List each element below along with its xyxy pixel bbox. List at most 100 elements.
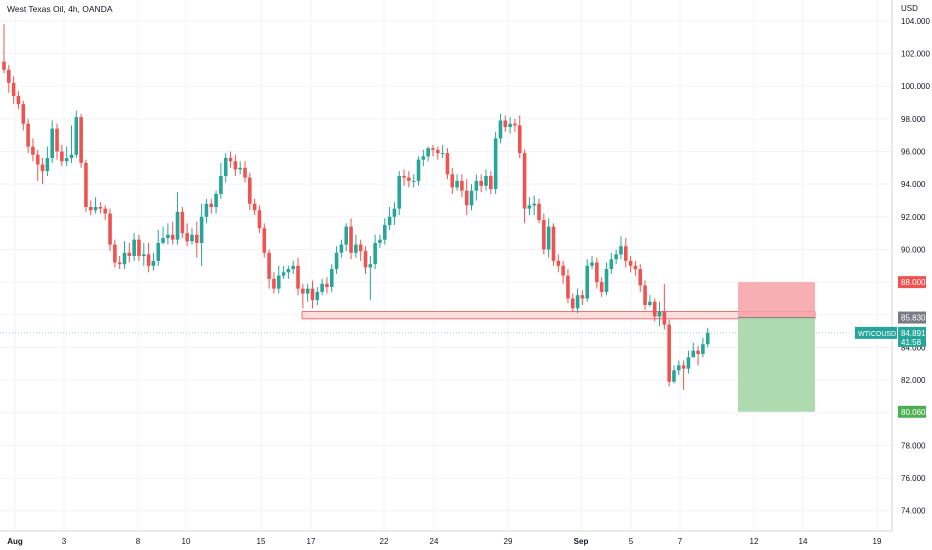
candle-body — [204, 203, 209, 217]
candle-body — [305, 288, 310, 294]
candles — [2, 24, 710, 390]
candle-body — [132, 239, 136, 256]
candle-body — [11, 82, 16, 96]
target-price-tag-text: 80.060 — [901, 408, 926, 417]
stop-price-tag — [898, 276, 926, 289]
candle-body — [464, 190, 469, 206]
candle-body — [272, 278, 276, 289]
y-tick-label: 102.000 — [901, 50, 930, 59]
zone-price-tag — [898, 311, 926, 324]
candle-body — [262, 228, 267, 253]
candle-body — [445, 153, 450, 175]
candle-body — [16, 95, 21, 105]
zone-price-tag-text: 85.830 — [901, 314, 926, 323]
candle-body — [652, 301, 657, 317]
stop-loss-area[interactable] — [738, 282, 815, 318]
candle-body — [344, 226, 349, 245]
candle-body — [276, 275, 281, 289]
candle-body — [522, 153, 527, 209]
candle-body — [705, 332, 710, 345]
candle-body — [566, 275, 570, 299]
candle-body — [585, 265, 590, 299]
candle-body — [590, 262, 594, 266]
x-tick-label: 17 — [307, 537, 316, 546]
candle-body — [267, 252, 271, 279]
candle-body — [363, 251, 368, 268]
candle-body — [79, 117, 83, 163]
candle-body — [378, 239, 382, 243]
candle-body — [701, 344, 705, 354]
candle-body — [397, 175, 402, 209]
chart-title: West Texas Oil, 4h, OANDA — [7, 4, 113, 14]
candle-body — [599, 282, 604, 292]
candle-body — [286, 269, 291, 273]
x-tick-label: 12 — [750, 537, 759, 546]
candle-body — [542, 220, 546, 250]
candle-body — [575, 295, 580, 309]
candle-body — [436, 149, 440, 154]
candle-body — [161, 238, 165, 243]
candle-body — [223, 158, 228, 176]
candle-body — [609, 259, 614, 270]
candle-body — [469, 190, 474, 206]
candle-body — [648, 301, 652, 305]
candle-body — [662, 311, 667, 325]
candle-body — [407, 177, 411, 181]
candle-body — [440, 153, 445, 155]
candle-body — [570, 298, 575, 309]
candle-body — [69, 154, 74, 159]
candle-body — [98, 207, 103, 209]
y-tick-label: 94.000 — [901, 180, 926, 189]
candle-body — [74, 117, 79, 155]
drawing-overlays[interactable] — [0, 282, 892, 412]
candle-body — [325, 283, 329, 288]
candle-body — [257, 210, 262, 229]
candle-body — [551, 226, 556, 261]
candle-body — [137, 239, 141, 256]
candle-body — [26, 123, 30, 147]
candle-body — [349, 226, 353, 253]
candle-body — [243, 167, 247, 178]
candle-body — [387, 216, 392, 225]
take-profit-area[interactable] — [738, 317, 815, 412]
candle-body — [50, 128, 54, 159]
candle-body — [638, 269, 643, 286]
candle-body — [382, 224, 387, 240]
candle-body — [175, 211, 180, 240]
candle-body — [416, 159, 421, 181]
candle-body — [151, 260, 156, 266]
candle-body — [421, 156, 426, 160]
candle-body — [392, 208, 397, 217]
x-tick-label: 22 — [380, 537, 389, 546]
candle-body — [315, 291, 320, 301]
candle-body — [108, 213, 112, 245]
x-tick-label: 14 — [799, 537, 808, 546]
candle-body — [84, 162, 88, 208]
symbol-tag-text: WTICOUSD — [858, 331, 896, 338]
y-tick-label: 84.000 — [901, 343, 926, 352]
candle-body — [595, 262, 599, 283]
candle-body — [556, 260, 561, 266]
x-tick-label: 24 — [430, 537, 439, 546]
candle-body — [88, 207, 93, 211]
current-price-value: 84.891 — [901, 329, 926, 338]
x-tick-label: 29 — [504, 537, 513, 546]
candle-body — [291, 265, 295, 270]
y-tick-label: 90.000 — [901, 245, 926, 254]
y-tick-label: 100.000 — [901, 82, 930, 91]
y-tick-label: 78.000 — [901, 441, 926, 450]
candle-body — [672, 370, 676, 382]
candle-body — [334, 252, 339, 270]
x-tick-label: 7 — [678, 537, 683, 546]
candle-body — [580, 295, 585, 299]
candle-body — [7, 69, 11, 83]
candle-body — [55, 128, 59, 152]
y-tick-label: 98.000 — [901, 115, 926, 124]
x-tick-label: 15 — [257, 537, 266, 546]
candle-body — [117, 262, 122, 265]
candle-body — [127, 252, 132, 256]
y-tick-label: 76.000 — [901, 474, 926, 483]
candle-body — [460, 180, 464, 191]
